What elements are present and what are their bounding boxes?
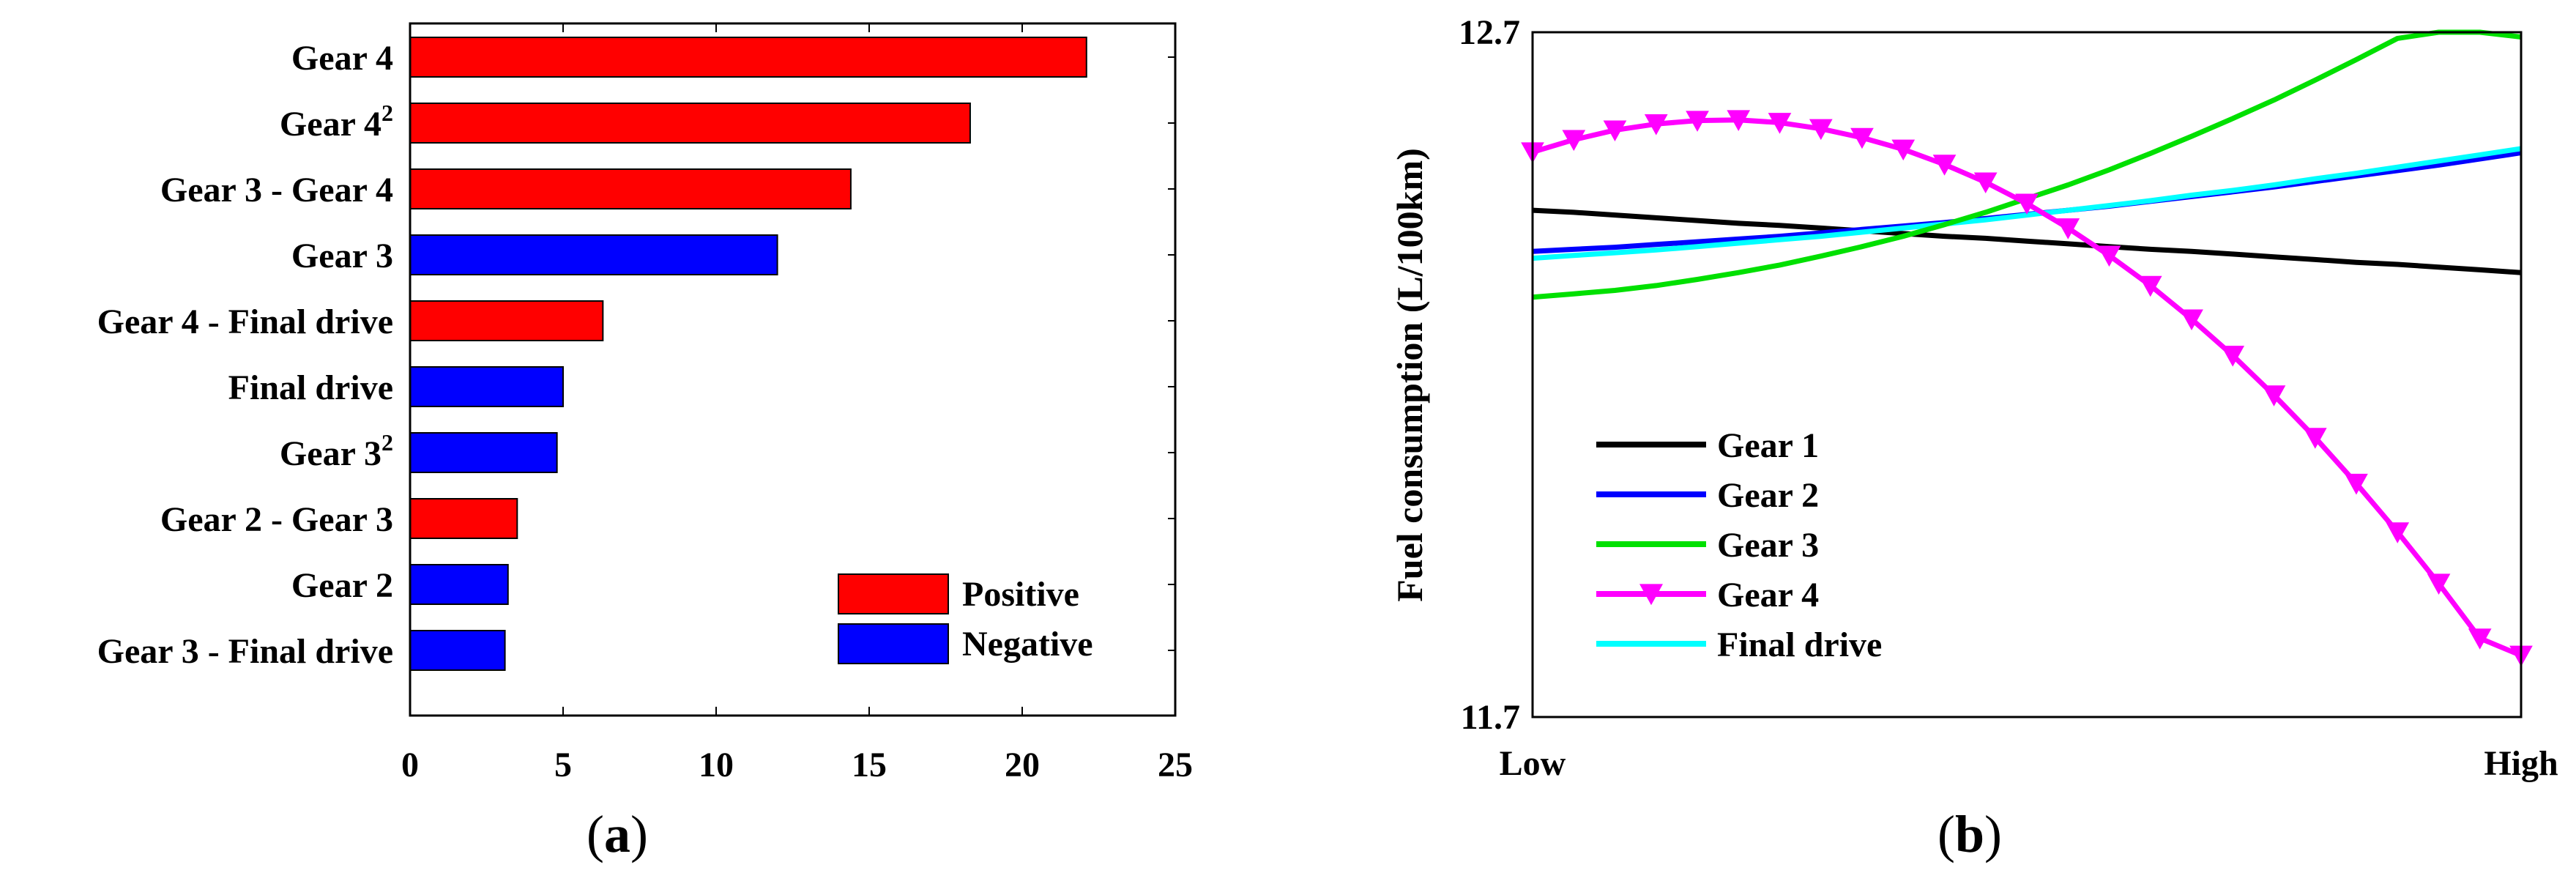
x-tick-label: 0 <box>401 746 419 784</box>
series-marker <box>2180 309 2203 331</box>
category-label-text: Final drive <box>228 368 393 407</box>
panel-label-b: (b) <box>1937 805 2002 863</box>
series-marker <box>2303 428 2327 449</box>
bar <box>409 234 778 275</box>
x-tick-label: 15 <box>852 746 887 784</box>
series-marker <box>1891 139 1916 161</box>
panel-label-b-letter: b <box>1955 805 1984 863</box>
bar <box>409 564 509 605</box>
category-label-text: Gear 4 - Final drive <box>97 302 393 341</box>
series-marker <box>2221 346 2245 367</box>
category-label-text: Gear 3 - Gear 4 <box>160 171 393 209</box>
series-marker <box>2262 385 2286 406</box>
y-axis-label: Fuel consumption (L/100km) <box>1389 148 1430 602</box>
series-marker <box>2468 628 2492 650</box>
legend-label: Negative <box>962 625 1093 664</box>
series-marker <box>1644 114 1668 135</box>
series-marker <box>1727 110 1751 131</box>
x-tick-label: High <box>2484 744 2558 783</box>
series-marker <box>1562 130 1586 152</box>
category-label-superscript: 2 <box>381 429 393 456</box>
series-marker <box>1603 120 1627 141</box>
series-line <box>1532 146 2522 261</box>
legend-label: Final drive <box>1717 625 1882 664</box>
category-label: Gear 42 <box>280 100 393 144</box>
series-marker <box>1686 111 1709 132</box>
category-label-text: Gear 2 <box>291 566 393 605</box>
bar <box>409 366 564 407</box>
bar <box>409 37 1087 78</box>
legend-marker <box>1639 584 1663 606</box>
series-marker <box>2386 522 2410 543</box>
category-label: Gear 4 <box>291 39 393 78</box>
category-label: Gear 3 - Final drive <box>97 632 393 671</box>
x-tick-label: Low <box>1500 744 1566 783</box>
x-tick-label: 20 <box>1005 746 1040 784</box>
bar <box>409 630 506 671</box>
legend-swatch <box>838 573 949 614</box>
series-marker <box>2056 218 2080 239</box>
series-marker <box>2138 275 2162 297</box>
chart-a-axes-box <box>409 22 1177 717</box>
series-marker <box>1850 127 1874 149</box>
series-marker <box>1768 113 1792 134</box>
legend-label: Gear 3 <box>1717 526 1819 565</box>
series-marker <box>2427 573 2451 595</box>
series-marker <box>2345 473 2368 495</box>
category-label-text: Gear 3 - Final drive <box>97 632 393 671</box>
category-label-text: Gear 4 <box>280 105 381 144</box>
y-tick-label: 11.7 <box>1461 698 1520 737</box>
panel-label-a-letter: a <box>604 805 630 863</box>
bar <box>409 432 558 473</box>
series-marker <box>1809 119 1833 141</box>
series-marker <box>2097 245 2121 267</box>
category-label: Gear 4 - Final drive <box>97 302 393 341</box>
category-label-text: Gear 4 <box>291 39 393 78</box>
series-marker <box>1932 155 1957 176</box>
series-marker <box>1973 172 1998 194</box>
y-tick-label: 12.7 <box>1459 13 1520 52</box>
x-tick-label: 5 <box>554 746 572 784</box>
category-label: Gear 2 <box>291 566 393 605</box>
bar <box>409 498 518 539</box>
bar <box>409 300 604 341</box>
chart-b-svg: 12.7 11.7 Low High Fuel consumption (L/100k… <box>1389 13 2558 863</box>
category-label-text: Gear 3 <box>291 237 393 275</box>
chart-b-axes-box <box>1531 31 2523 718</box>
category-label-text: Gear 3 <box>280 434 381 473</box>
legend-label: Gear 4 <box>1717 576 1819 614</box>
category-label: Gear 3 <box>291 237 393 275</box>
legend-label: Positive <box>962 575 1079 614</box>
legend-label: Gear 1 <box>1717 426 1819 465</box>
series-line <box>1532 29 2522 300</box>
bar <box>409 103 971 144</box>
category-label-superscript: 2 <box>381 100 393 126</box>
x-tick-label: 25 <box>1158 746 1193 784</box>
x-tick-label: 10 <box>699 746 734 784</box>
category-label: Final drive <box>228 368 393 407</box>
legend-swatch <box>838 623 949 664</box>
category-label: Gear 2 - Gear 3 <box>160 500 393 539</box>
category-label-text: Gear 2 - Gear 3 <box>160 500 393 539</box>
legend-label: Gear 2 <box>1717 476 1819 515</box>
category-label: Gear 32 <box>280 429 393 473</box>
panel-label-a: (a) <box>587 805 648 863</box>
series-marker <box>2015 193 2039 215</box>
category-label: Gear 3 - Gear 4 <box>160 171 393 209</box>
bar <box>409 168 852 209</box>
series-line <box>1532 207 2522 275</box>
